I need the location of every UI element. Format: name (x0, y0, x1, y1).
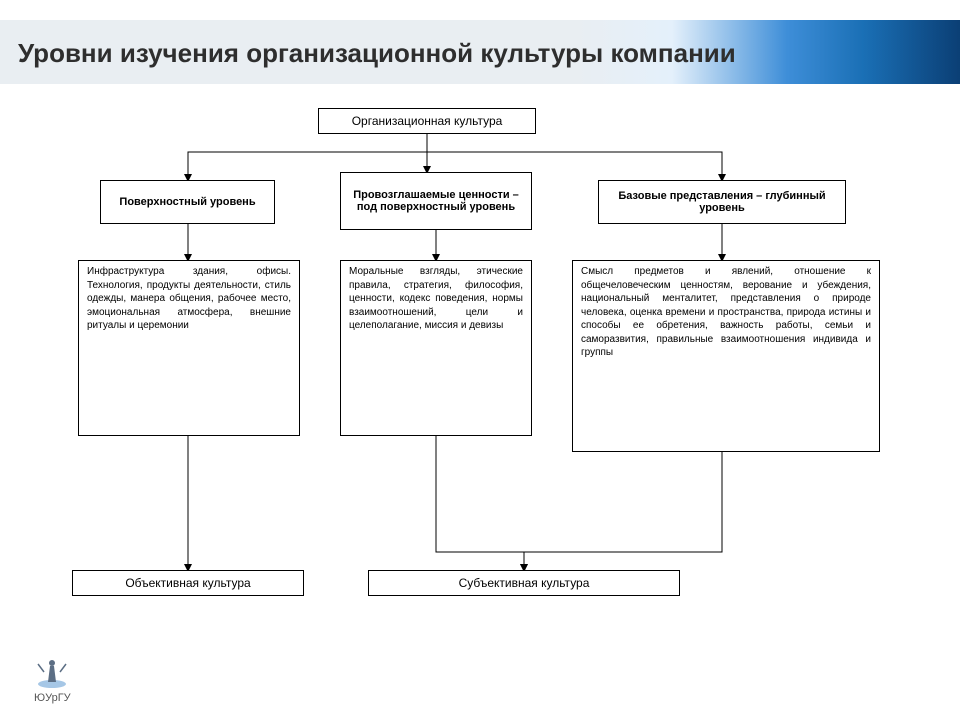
node-root: Организационная культура (318, 108, 536, 134)
node-desc-surface: Инфраструктура здания, офисы. Технология… (78, 260, 300, 436)
footer-logo-text: ЮУрГУ (34, 692, 71, 704)
diagram: Организационная культура Поверхностный у… (0, 100, 960, 660)
node-desc-assumptions: Смысл предметов и явлений, отношение к о… (572, 260, 880, 452)
slide-root: Уровни изучения организационной культуры… (0, 0, 960, 720)
footer-logo: ЮУрГУ (34, 654, 71, 704)
node-desc-assumptions-text: Смысл предметов и явлений, отношение к о… (573, 261, 879, 364)
node-level-assumptions-label: Базовые представления – глубинный уровен… (599, 186, 845, 218)
node-level-values-label: Провозглашаемые ценности – под поверхнос… (341, 185, 531, 217)
node-subjective-culture: Субъективная культура (368, 570, 680, 596)
slide-title: Уровни изучения организационной культуры… (18, 38, 736, 69)
node-desc-values-text: Моральные взгляды, этические правила, ст… (341, 261, 531, 337)
node-level-values: Провозглашаемые ценности – под поверхнос… (340, 172, 532, 230)
node-level-surface-label: Поверхностный уровень (111, 192, 263, 212)
node-objective-culture-label: Объективная культура (117, 572, 258, 594)
node-root-label: Организационная культура (344, 110, 511, 132)
node-desc-surface-text: Инфраструктура здания, офисы. Технология… (79, 261, 299, 337)
node-subjective-culture-label: Субъективная культура (451, 572, 598, 594)
university-logo-icon (34, 654, 70, 690)
node-objective-culture: Объективная культура (72, 570, 304, 596)
node-level-assumptions: Базовые представления – глубинный уровен… (598, 180, 846, 224)
node-level-surface: Поверхностный уровень (100, 180, 275, 224)
node-desc-values: Моральные взгляды, этические правила, ст… (340, 260, 532, 436)
